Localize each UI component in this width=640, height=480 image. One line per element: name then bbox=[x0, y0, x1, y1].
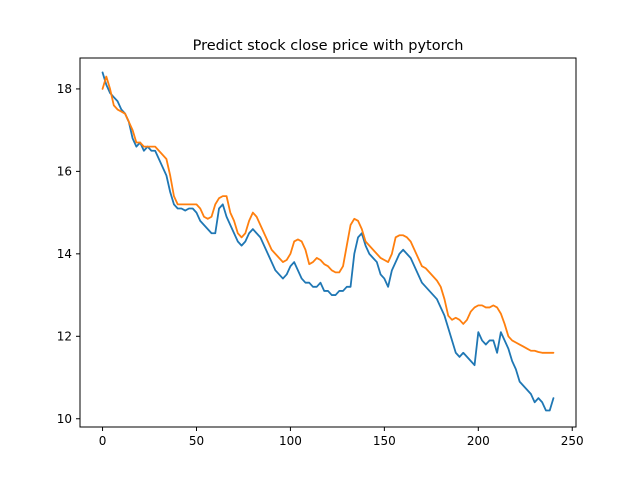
y-axis: 10 12 14 16 18 bbox=[57, 82, 80, 426]
y-tick-label: 14 bbox=[57, 247, 72, 261]
x-tick-label: 250 bbox=[561, 434, 584, 448]
plot-frame bbox=[79, 57, 577, 428]
series-line-1 bbox=[101, 71, 555, 412]
x-tick-label: 150 bbox=[373, 434, 396, 448]
x-tick-label: 50 bbox=[189, 434, 204, 448]
x-tick-label: 0 bbox=[99, 434, 107, 448]
chart-title: Predict stock close price with pytorch bbox=[193, 38, 464, 54]
y-tick-label: 16 bbox=[57, 164, 72, 178]
y-tick-label: 18 bbox=[57, 82, 72, 96]
series-line-2 bbox=[101, 75, 555, 354]
x-tick-label: 200 bbox=[467, 434, 490, 448]
y-tick-label: 12 bbox=[57, 329, 72, 343]
x-tick-label: 100 bbox=[279, 434, 302, 448]
y-tick-label: 10 bbox=[57, 412, 72, 426]
x-axis: 0 50 100 150 200 250 bbox=[99, 427, 584, 448]
series-layer bbox=[101, 71, 555, 412]
